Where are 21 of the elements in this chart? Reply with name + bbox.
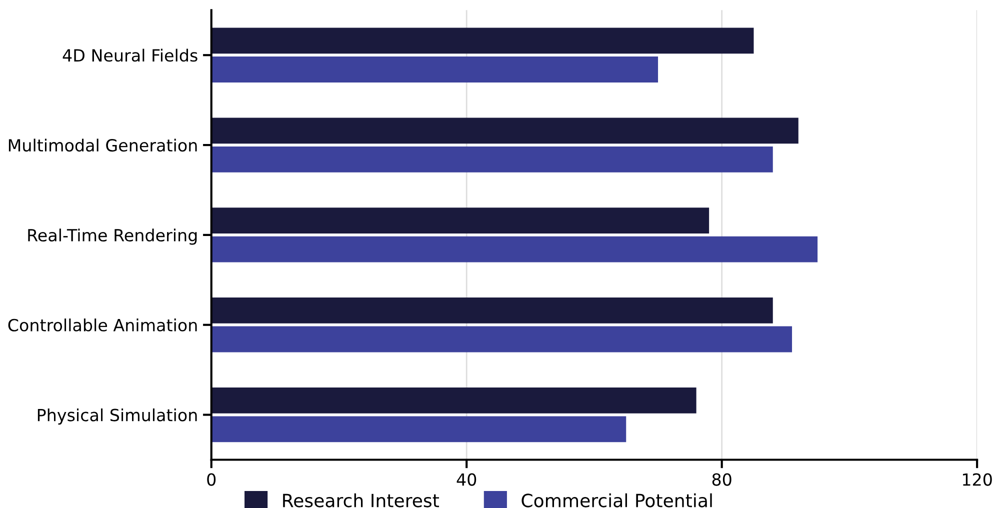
bar xyxy=(211,326,792,352)
bar xyxy=(211,387,696,414)
bar xyxy=(211,298,773,324)
bar xyxy=(211,416,626,442)
y-tick-label: 4D Neural Fields xyxy=(62,48,198,62)
bar xyxy=(211,146,773,172)
bar xyxy=(211,208,710,234)
bar xyxy=(211,236,818,262)
y-tick-label: Controllable Animation xyxy=(8,318,197,332)
x-tick-label: 40 xyxy=(456,473,476,486)
y-tick-label: Multimodal Generation xyxy=(8,138,197,152)
x-tick-label: 0 xyxy=(207,473,216,486)
y-tick-label: Real-Time Rendering xyxy=(28,228,197,245)
x-tick-label: 80 xyxy=(712,473,732,486)
legend-label: Research Interest xyxy=(283,493,440,508)
bar xyxy=(211,28,754,54)
x-tick-label: 120 xyxy=(962,473,992,486)
y-tick-label: Physical Simulation xyxy=(38,408,197,425)
bar xyxy=(211,118,798,144)
legend-label: Commercial Potential xyxy=(522,493,712,508)
bar xyxy=(211,56,658,82)
